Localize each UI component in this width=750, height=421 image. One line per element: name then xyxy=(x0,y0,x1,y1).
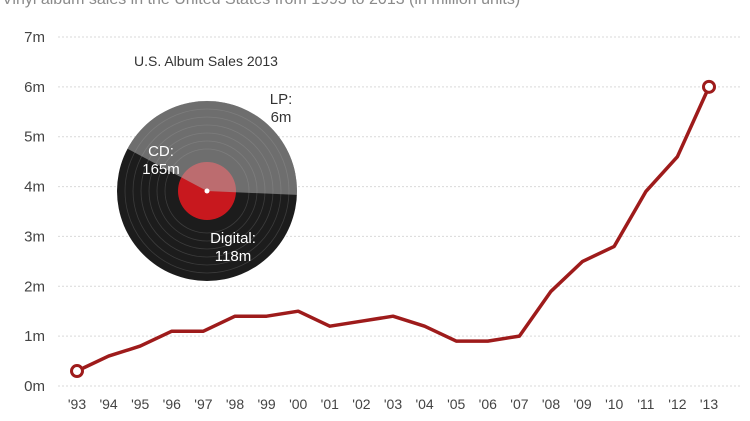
inset-title: U.S. Album Sales 2013 xyxy=(134,53,278,69)
y-tick-label: 6m xyxy=(24,79,45,96)
x-tick-label: '03 xyxy=(384,396,402,412)
y-tick-label: 7m xyxy=(24,29,45,46)
slice-label-lp: LP: xyxy=(270,91,293,108)
slice-label-cd: CD: xyxy=(148,143,174,160)
y-tick-label: 2m xyxy=(24,278,45,295)
slice-label-digital: Digital: xyxy=(210,230,256,247)
slice-value-digital: 118m xyxy=(215,248,251,265)
x-tick-label: '94 xyxy=(99,396,117,412)
x-tick-label: '06 xyxy=(479,396,497,412)
vinyl-record-pie xyxy=(117,100,297,281)
y-tick-label: 4m xyxy=(24,179,45,196)
data-point-marker xyxy=(70,364,84,379)
x-tick-label: '10 xyxy=(605,396,623,412)
data-point-marker xyxy=(702,79,716,94)
x-axis-ticks: '93 '94 '95 '96 '97 '98 '99 '00 '01 '02 '03 '04 '05 '… xyxy=(68,396,718,412)
slice-value-lp: 6m xyxy=(271,109,292,126)
x-tick-label: '02 xyxy=(352,396,370,412)
x-tick-label: '00 xyxy=(289,396,307,412)
y-axis-ticks: 0m 1m 2m 3m 4m 5m 6m 7m xyxy=(24,29,45,395)
x-tick-label: '98 xyxy=(226,396,244,412)
x-tick-label: '05 xyxy=(447,396,465,412)
x-tick-label: '11 xyxy=(637,396,654,412)
y-tick-label: 0m xyxy=(24,378,45,395)
x-tick-label: '95 xyxy=(131,396,149,412)
x-tick-label: '07 xyxy=(510,396,528,412)
series-line xyxy=(75,85,711,373)
album-sales-inset: U.S. Album Sales 2013 CD: 165m Digital: … xyxy=(117,53,297,281)
y-tick-label: 5m xyxy=(24,129,45,146)
x-tick-label: '08 xyxy=(542,396,560,412)
pie-slice-digital-lp xyxy=(127,100,297,195)
endpoint-markers xyxy=(70,79,716,379)
y-tick-label: 1m xyxy=(24,328,45,345)
x-tick-label: '13 xyxy=(700,396,718,412)
x-tick-label: '12 xyxy=(668,396,686,412)
x-tick-label: '99 xyxy=(257,396,275,412)
record-spindle-hole xyxy=(204,188,210,194)
x-tick-label: '09 xyxy=(573,396,591,412)
x-tick-label: '01 xyxy=(321,396,339,412)
chart-subtitle: Vinyl album sales in the United States f… xyxy=(2,0,520,9)
x-tick-label: '97 xyxy=(194,396,212,412)
x-tick-label: '96 xyxy=(163,396,181,412)
x-tick-label: '04 xyxy=(415,396,433,412)
y-tick-label: 3m xyxy=(24,228,45,245)
slice-value-cd: 165m xyxy=(142,161,180,178)
x-tick-label: '93 xyxy=(68,396,86,412)
